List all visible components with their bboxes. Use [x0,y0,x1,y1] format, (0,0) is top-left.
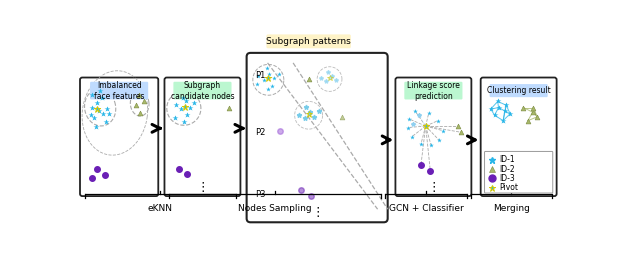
Text: GCN + Classifier: GCN + Classifier [388,204,463,213]
Text: ID-2: ID-2 [499,165,515,174]
FancyBboxPatch shape [246,53,388,222]
FancyBboxPatch shape [90,82,148,99]
FancyBboxPatch shape [481,78,557,196]
Text: P3: P3 [255,190,266,199]
Text: ⋮: ⋮ [196,181,209,194]
FancyBboxPatch shape [173,82,232,99]
FancyBboxPatch shape [396,78,472,196]
Text: eKNN: eKNN [148,204,173,213]
Text: P1: P1 [255,71,266,80]
Text: ⋮: ⋮ [427,181,440,194]
Text: ⋮: ⋮ [311,206,323,219]
Text: ID-1: ID-1 [499,155,515,164]
Text: Subgraph patterns: Subgraph patterns [266,37,351,46]
FancyBboxPatch shape [490,84,548,97]
Text: P2: P2 [255,128,266,137]
FancyBboxPatch shape [164,78,241,196]
Text: ID-3: ID-3 [499,174,515,183]
FancyBboxPatch shape [404,82,463,99]
Text: Nodes Sampling: Nodes Sampling [239,204,312,213]
FancyBboxPatch shape [484,151,553,193]
Text: Imbalanced
face features: Imbalanced face features [94,81,145,101]
Text: Pivot: Pivot [499,183,518,192]
Text: Merging: Merging [493,204,530,213]
Text: Clustering result: Clustering result [487,86,550,95]
Text: Subgraph
candidate nodes: Subgraph candidate nodes [171,81,234,101]
FancyBboxPatch shape [80,78,158,196]
Text: Linkage score
prediction: Linkage score prediction [407,81,460,101]
FancyBboxPatch shape [266,34,351,48]
